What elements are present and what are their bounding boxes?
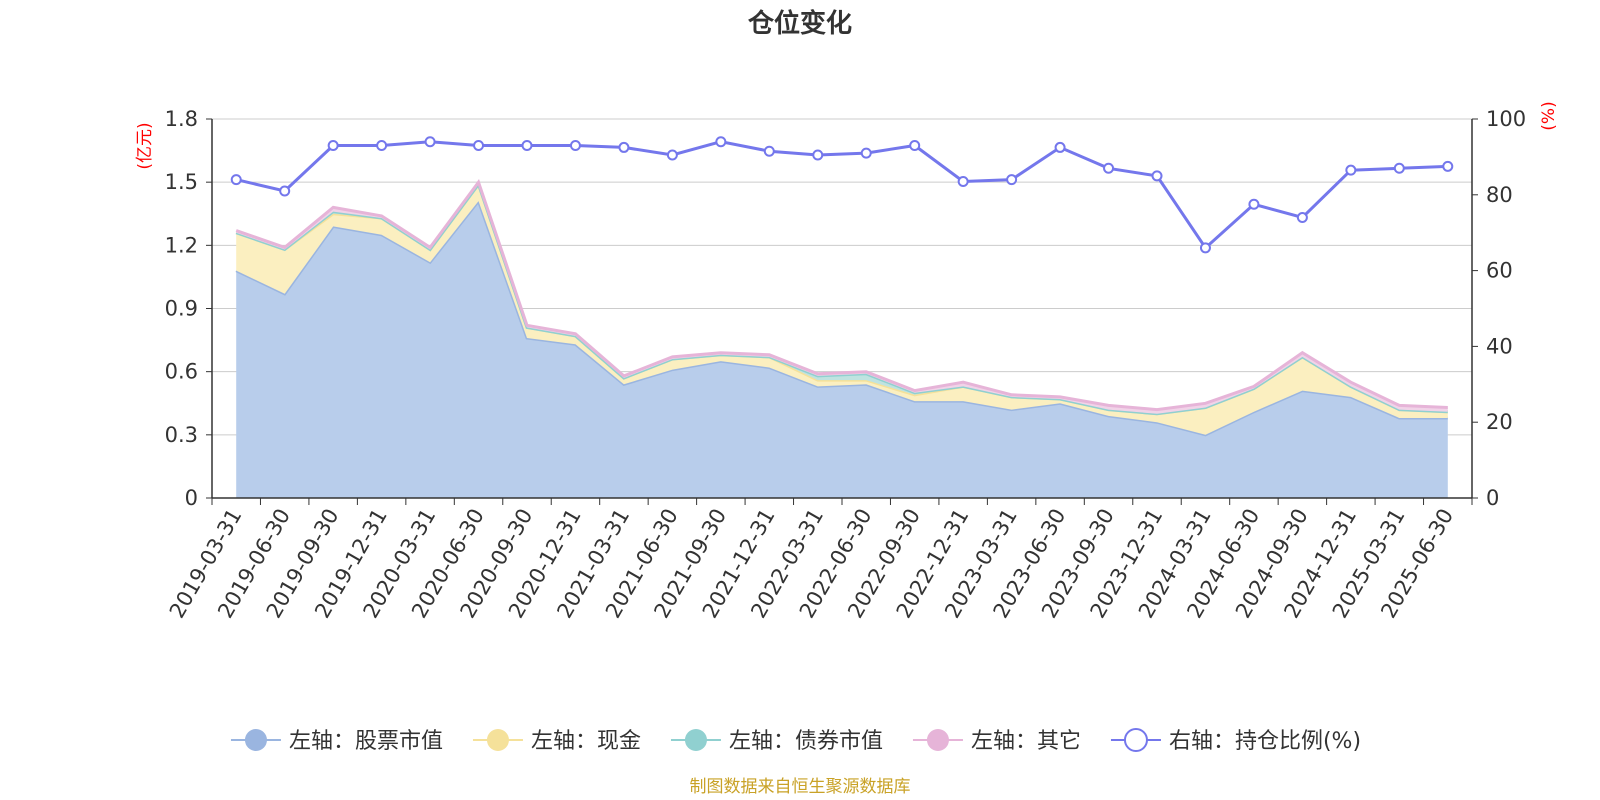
legend-marker <box>684 729 707 751</box>
right-tick-label: 60 <box>1486 259 1513 283</box>
left-tick-label: 0 <box>185 486 198 510</box>
ratio-point <box>860 147 872 159</box>
ratio-point <box>376 140 388 152</box>
ratio-point <box>763 145 775 157</box>
ratio-point <box>812 149 824 161</box>
left-tick-label: 1.5 <box>165 170 198 194</box>
ratio-point <box>521 140 533 152</box>
legend-label: 左轴：股票市值 <box>289 729 443 754</box>
left-tick-label: 0.6 <box>165 360 198 384</box>
left-tick-label: 0.3 <box>165 423 198 447</box>
ratio-point <box>957 176 969 188</box>
area-左轴：股票市值 <box>236 201 1448 498</box>
ratio-point <box>230 174 242 186</box>
area-左轴：现金 <box>236 184 1448 435</box>
ratio-point <box>618 141 630 153</box>
legend-item: 左轴：其它 <box>912 729 1081 754</box>
legend-marker <box>926 729 949 751</box>
ratio-line-series <box>230 136 1454 254</box>
legend: 左轴：股票市值 左轴：现金 左轴：债券市值 左轴：其它 右轴：持仓比例(%) <box>230 728 1361 754</box>
ratio-point <box>666 149 678 161</box>
ratio-point <box>1393 162 1405 174</box>
left-tick-label: 1.2 <box>165 233 198 257</box>
ratio-line <box>235 140 1448 251</box>
left-tick-label: 1.8 <box>165 107 198 131</box>
legend-label: 左轴：现金 <box>531 729 641 754</box>
legend-marker <box>244 729 267 751</box>
ratio-point <box>1442 160 1454 172</box>
area-series <box>235 179 1448 498</box>
legend-marker <box>1123 728 1148 752</box>
right-axis-unit: (%) <box>1539 101 1559 130</box>
right-tick-label: 40 <box>1486 334 1513 358</box>
right-tick-label: 80 <box>1486 183 1513 207</box>
ratio-point <box>1103 162 1115 174</box>
ratio-point <box>1151 170 1163 182</box>
ratio-point <box>1248 198 1260 210</box>
legend-label: 右轴：持仓比例(%) <box>1169 729 1361 754</box>
ratio-point <box>1296 212 1308 224</box>
ratio-point <box>473 140 485 152</box>
right-tick-label: 100 <box>1486 107 1526 131</box>
ratio-point <box>569 140 581 152</box>
ratio-point <box>1199 242 1211 254</box>
ratio-point <box>1345 164 1357 176</box>
left-tick-label: 0.9 <box>165 297 198 321</box>
ratio-point <box>715 136 727 148</box>
ratio-point <box>1006 174 1018 186</box>
legend-item: 左轴：债券市值 <box>670 729 883 754</box>
right-tick-label: 20 <box>1486 410 1513 434</box>
legend-item: 左轴：现金 <box>472 729 641 754</box>
chart-title: 仓位变化 <box>747 8 852 39</box>
ratio-point <box>279 185 291 197</box>
data-source-note: 制图数据来自恒生聚源数据库 <box>690 777 911 797</box>
line-左轴：其它 <box>235 179 1448 412</box>
right-tick-label: 0 <box>1486 486 1499 510</box>
legend-item: 左轴：股票市值 <box>230 729 443 754</box>
legend-label: 左轴：债券市值 <box>729 729 883 754</box>
ratio-point <box>909 140 921 152</box>
legend-label: 左轴：其它 <box>971 729 1081 754</box>
ratio-point <box>1054 141 1066 153</box>
ratio-point <box>424 136 436 148</box>
ratio-point <box>327 140 339 152</box>
legend-item: 右轴：持仓比例(%) <box>1110 728 1361 754</box>
legend-marker <box>486 729 509 751</box>
left-axis-unit: (亿元) <box>135 122 155 169</box>
